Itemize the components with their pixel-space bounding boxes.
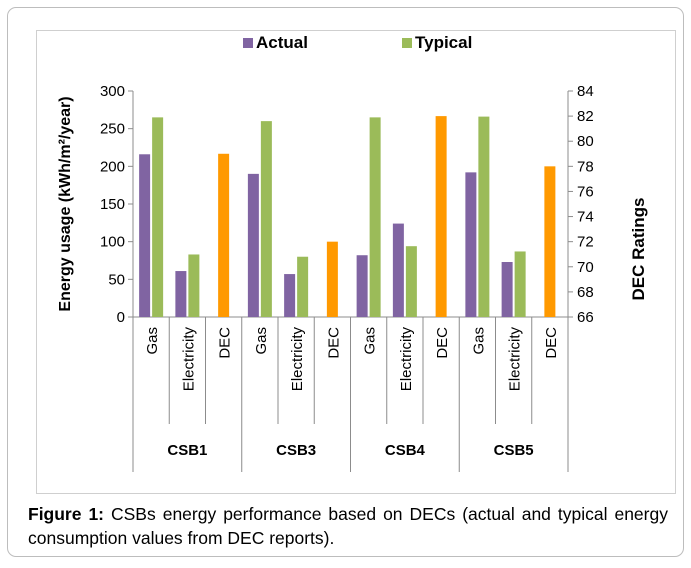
- y2-tick-label: 80: [577, 133, 594, 150]
- y-tick-label: 0: [117, 309, 125, 326]
- category-label: DEC: [325, 327, 342, 359]
- category-label: DEC: [543, 327, 560, 359]
- category-label: Gas: [362, 327, 379, 355]
- group-label: CSB4: [385, 442, 426, 459]
- group-label: CSB1: [167, 442, 207, 459]
- category-label: DEC: [217, 327, 234, 359]
- bar-dec: [544, 166, 556, 317]
- y2-tick-label: 74: [577, 209, 594, 226]
- legend-swatch: [243, 38, 253, 48]
- y2-tick-label: 78: [577, 158, 594, 175]
- bar-actual: [139, 154, 151, 317]
- bar-actual: [175, 271, 187, 317]
- figure-caption: Figure 1: CSBs energy performance based …: [28, 502, 668, 550]
- bar-typical: [152, 117, 164, 317]
- bar-typical: [297, 256, 309, 317]
- bar-typical: [369, 117, 381, 317]
- group-label: CSB3: [276, 442, 316, 459]
- bar-typical: [260, 121, 272, 317]
- category-label: Electricity: [180, 327, 197, 392]
- legend-swatch: [402, 38, 412, 48]
- category-label: Gas: [470, 327, 487, 355]
- bar-actual: [465, 172, 477, 317]
- y2-tick-label: 66: [577, 309, 594, 326]
- y-tick-label: 50: [108, 271, 125, 288]
- y-tick-label: 100: [100, 234, 125, 251]
- bar-actual: [356, 255, 368, 317]
- category-label: Electricity: [398, 327, 415, 392]
- category-label: DEC: [434, 327, 451, 359]
- y2-tick-label: 72: [577, 234, 594, 251]
- caption-label: Figure 1:: [28, 504, 105, 524]
- y2-tick-label: 82: [577, 108, 594, 125]
- caption-text: CSBs energy performance based on DECs (a…: [28, 504, 668, 548]
- bar-typical: [188, 254, 200, 317]
- y2-tick-label: 68: [577, 284, 594, 301]
- bar-dec: [435, 116, 447, 317]
- y-tick-label: 200: [100, 158, 125, 175]
- legend-label: Typical: [415, 33, 472, 52]
- legend-label: Actual: [256, 33, 308, 52]
- category-label: Electricity: [507, 327, 524, 392]
- figure-frame: [7, 7, 684, 557]
- y-tick-label: 150: [100, 196, 125, 213]
- y2-axis-title: DEC Ratings: [629, 198, 648, 301]
- y2-tick-label: 76: [577, 183, 594, 200]
- y2-tick-label: 70: [577, 259, 594, 276]
- bar-typical: [478, 116, 490, 317]
- category-label: Gas: [144, 327, 161, 355]
- y-tick-label: 250: [100, 121, 125, 138]
- chart-svg: 0 50 100 150 200 250 300 66 68 70 72 74 76 78 80 82 84 En…: [57, 33, 648, 472]
- bar-actual: [501, 262, 513, 317]
- y2-tick-label: 84: [577, 83, 594, 100]
- bar-actual: [392, 223, 404, 317]
- category-label: Gas: [253, 327, 270, 355]
- bar-dec: [218, 153, 230, 317]
- bar-typical: [405, 246, 417, 317]
- bar-dec: [326, 241, 338, 317]
- group-label: CSB5: [494, 442, 534, 459]
- bar-actual: [247, 173, 259, 317]
- bar-typical: [514, 251, 526, 317]
- y-axis-title: Energy usage (kWh/m²/year): [57, 96, 74, 311]
- y-tick-label: 300: [100, 83, 125, 100]
- category-label: Electricity: [289, 327, 306, 392]
- bar-actual: [284, 274, 296, 317]
